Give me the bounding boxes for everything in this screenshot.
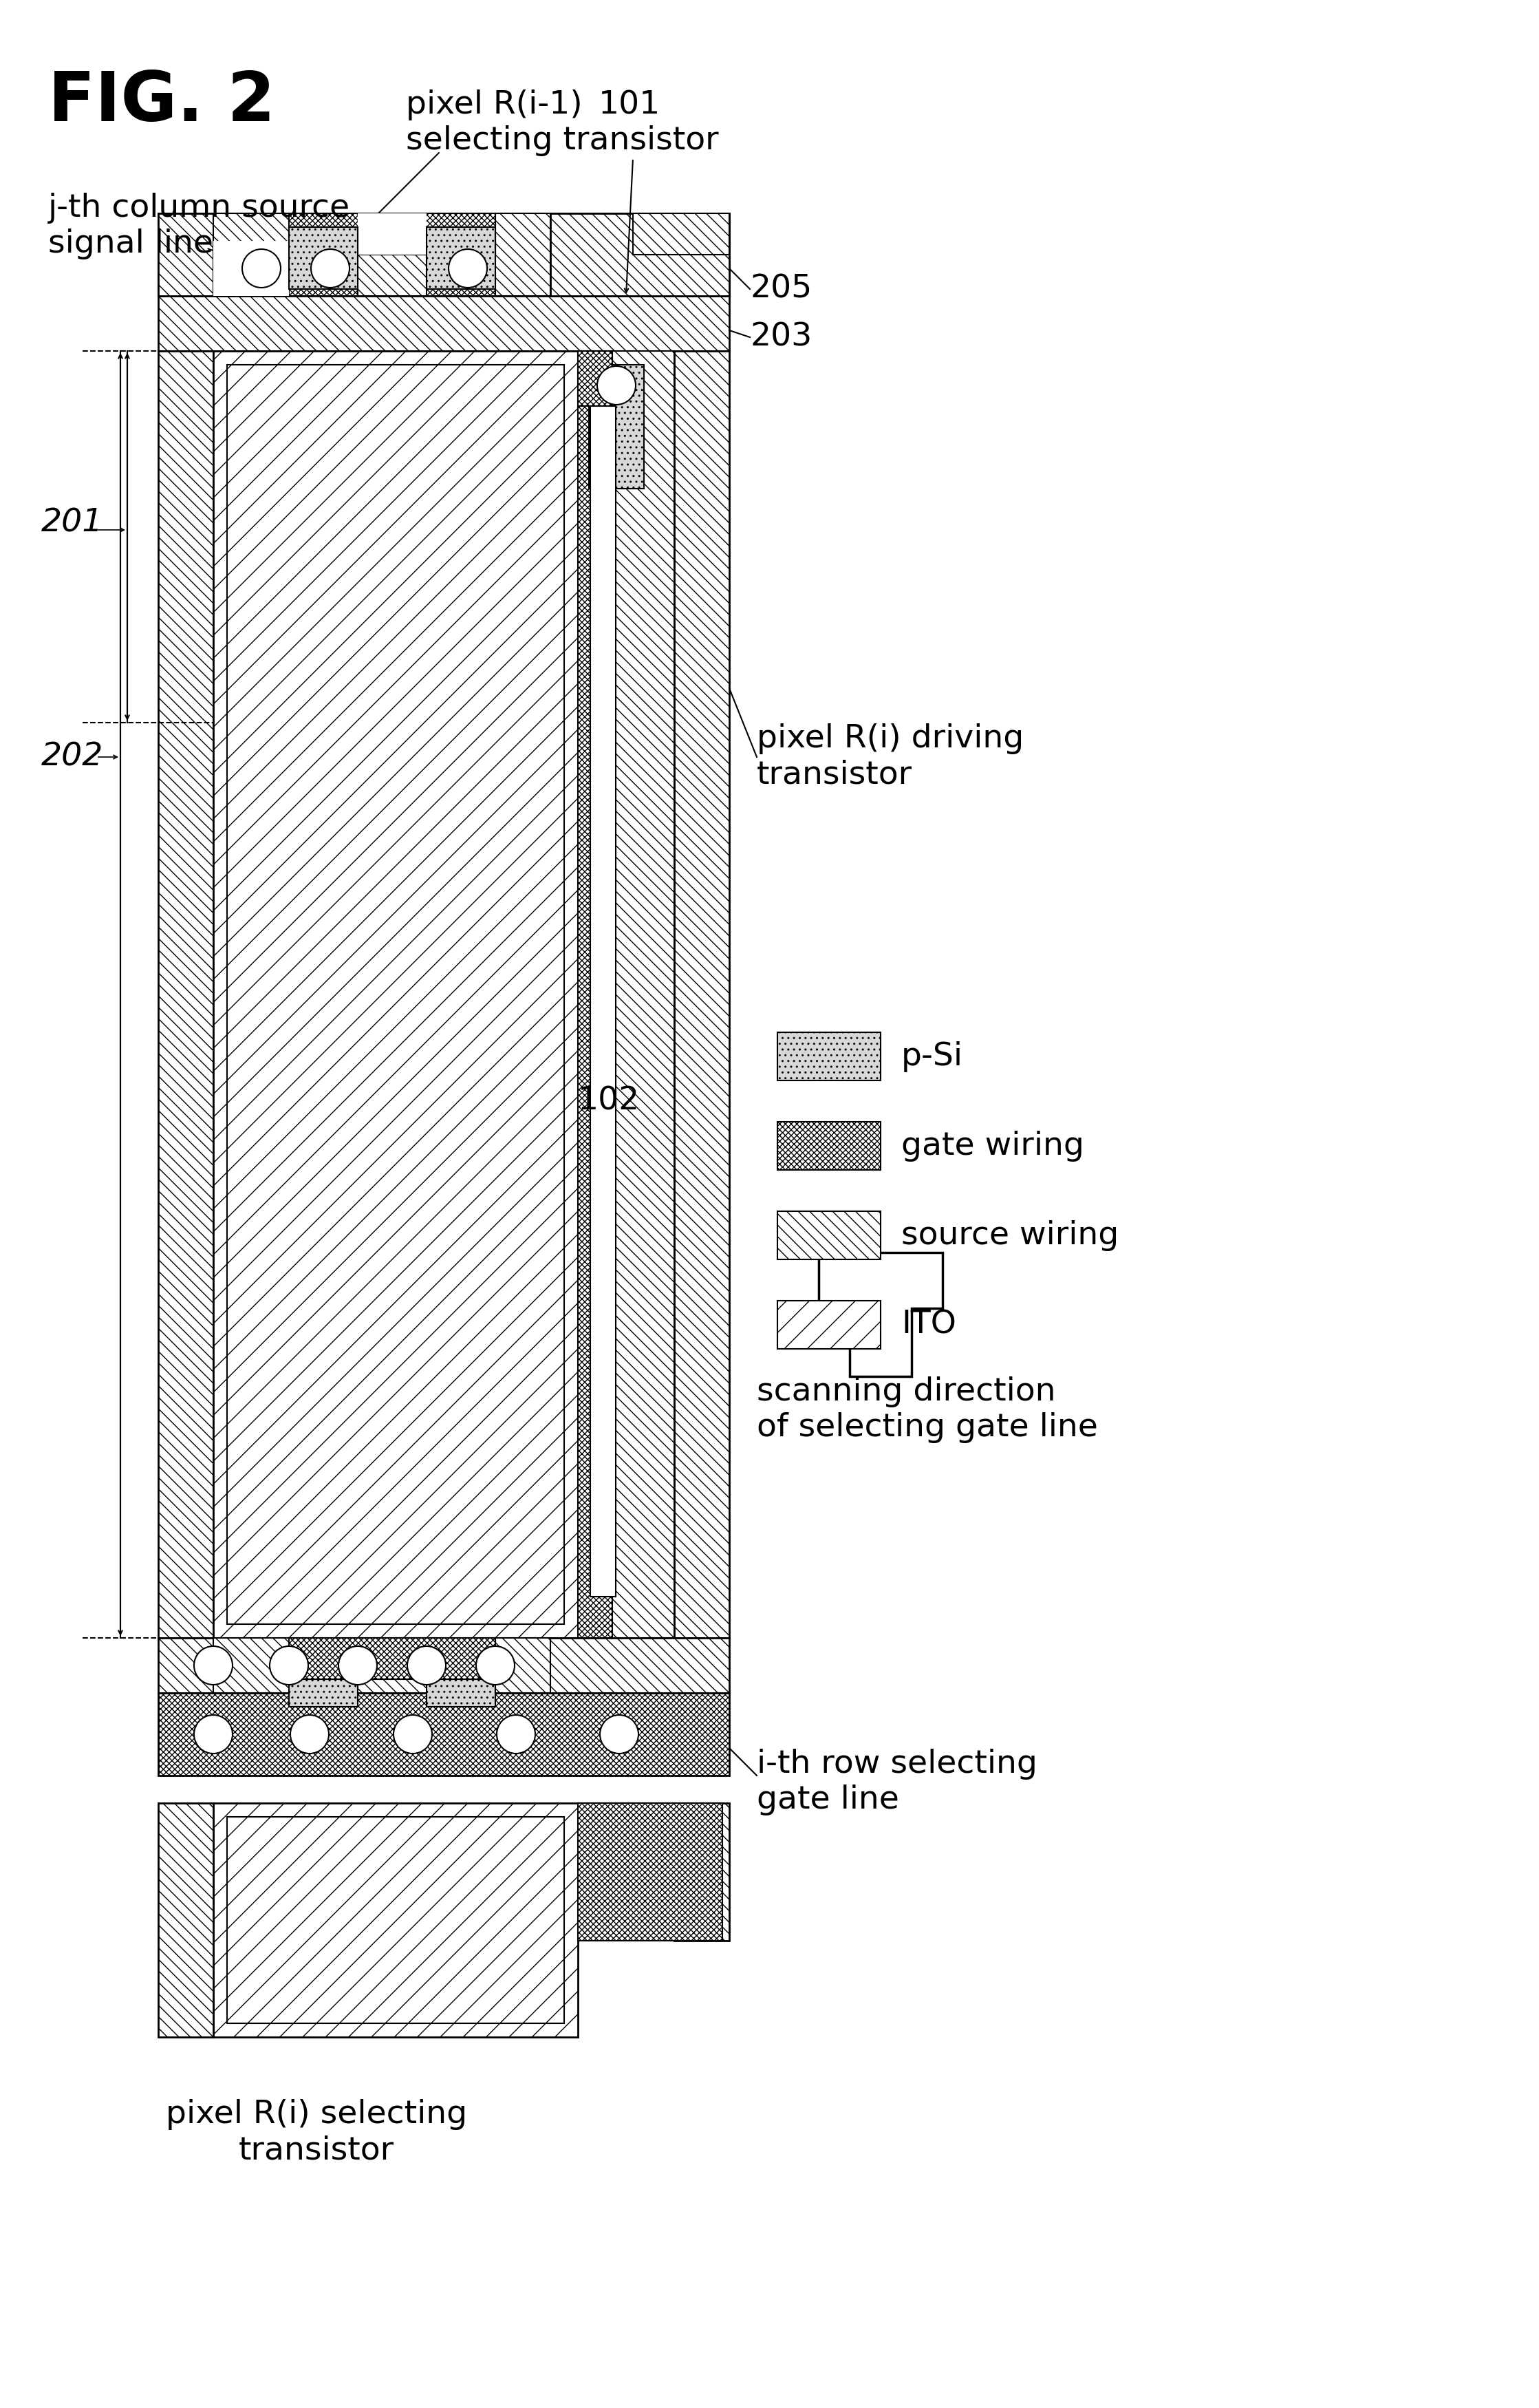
Bar	[214, 214, 289, 296]
Bar	[579, 1804, 722, 1941]
Text: 101: 101	[599, 89, 660, 120]
Polygon shape	[819, 1252, 942, 1377]
Bar	[633, 214, 729, 255]
Bar	[357, 1637, 426, 1678]
Text: i-th row selecting
gate line: i-th row selecting gate line	[757, 1748, 1037, 1816]
Bar	[579, 352, 613, 1637]
Bar	[613, 352, 674, 1637]
Text: 201: 201	[42, 508, 103, 539]
Bar	[228, 1818, 565, 2023]
Circle shape	[311, 248, 349, 287]
Text: ITO: ITO	[902, 1310, 956, 1341]
Bar	[228, 364, 565, 1623]
Bar	[633, 214, 729, 255]
Bar	[357, 255, 426, 296]
Text: pixel R(i-1)
selecting transistor: pixel R(i-1) selecting transistor	[406, 89, 719, 157]
Circle shape	[194, 1714, 232, 1753]
Circle shape	[448, 248, 486, 287]
Bar	[674, 1804, 729, 1941]
Text: 102: 102	[579, 1086, 640, 1117]
Bar	[674, 352, 729, 1637]
Bar	[289, 1637, 496, 1678]
Bar	[589, 364, 643, 489]
Text: source wiring: source wiring	[902, 1221, 1119, 1250]
Text: 205: 205	[749, 275, 813, 303]
Bar	[214, 241, 289, 296]
Bar	[579, 352, 613, 407]
Bar	[214, 352, 579, 1637]
Bar	[579, 352, 613, 407]
Bar	[289, 1645, 357, 1707]
Bar	[357, 214, 426, 255]
Bar	[496, 1637, 551, 1693]
Bar	[426, 1645, 496, 1707]
Bar	[159, 296, 729, 352]
Bar	[159, 1693, 729, 1775]
Bar	[591, 407, 616, 1597]
Circle shape	[194, 1647, 232, 1686]
Text: 203: 203	[749, 323, 813, 352]
Bar	[551, 214, 729, 296]
Text: j-th column source
signal line: j-th column source signal line	[48, 193, 351, 260]
Circle shape	[408, 1647, 446, 1686]
Text: scanning direction
of selecting gate line: scanning direction of selecting gate lin…	[757, 1377, 1097, 1442]
Bar	[159, 1637, 729, 1693]
Bar	[289, 214, 496, 255]
Bar	[289, 226, 357, 289]
Circle shape	[269, 1647, 308, 1686]
Text: pixel R(i) selecting
transistor: pixel R(i) selecting transistor	[166, 2100, 468, 2165]
Text: gate wiring: gate wiring	[902, 1129, 1083, 1161]
Bar	[777, 1300, 880, 1348]
Circle shape	[339, 1647, 377, 1686]
Text: FIG. 2: FIG. 2	[48, 70, 275, 135]
Bar	[159, 352, 214, 1637]
Circle shape	[242, 248, 280, 287]
Bar	[426, 226, 496, 289]
Bar	[777, 1122, 880, 1170]
Bar	[777, 1033, 880, 1081]
Bar	[214, 1637, 289, 1693]
Circle shape	[394, 1714, 432, 1753]
Bar	[159, 214, 234, 296]
Circle shape	[597, 366, 636, 405]
Text: p-Si: p-Si	[902, 1040, 963, 1072]
Bar	[214, 1804, 579, 2037]
Text: pixel R(i) driving
transistor: pixel R(i) driving transistor	[757, 725, 1023, 790]
Bar	[496, 214, 551, 296]
Circle shape	[291, 1714, 329, 1753]
Bar	[777, 1211, 880, 1259]
Bar	[159, 1804, 214, 2037]
Bar	[159, 214, 729, 296]
Circle shape	[600, 1714, 639, 1753]
Text: 202: 202	[42, 742, 103, 773]
Circle shape	[476, 1647, 514, 1686]
Circle shape	[497, 1714, 536, 1753]
